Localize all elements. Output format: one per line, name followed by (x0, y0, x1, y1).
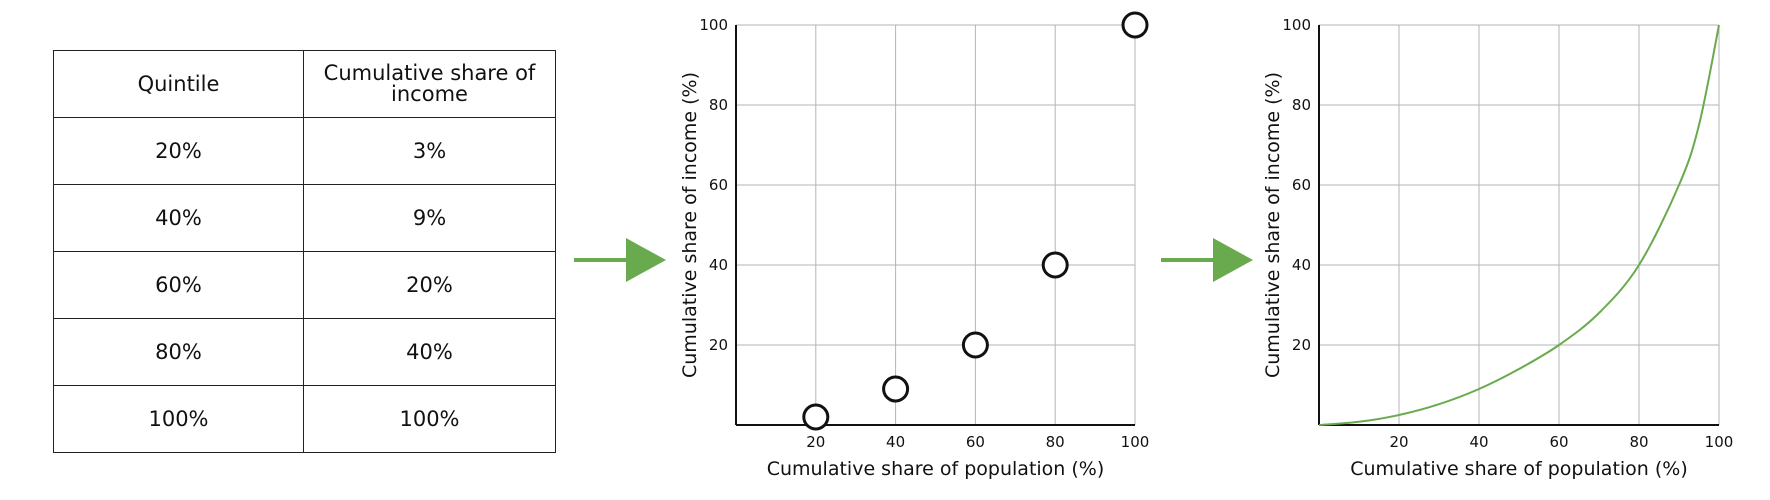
y-tick-label: 100 (1282, 16, 1311, 34)
y-tick-label: 80 (1292, 96, 1311, 114)
lorenz-curve-line (1319, 25, 1719, 425)
y-tick-label: 60 (1292, 176, 1311, 194)
x-tick-label: 40 (1469, 433, 1488, 451)
x-tick-label: 100 (1705, 433, 1734, 451)
x-tick-label: 80 (1629, 433, 1648, 451)
x-tick-label: 20 (1389, 433, 1408, 451)
x-tick-label: 60 (1549, 433, 1568, 451)
y-tick-label: 20 (1292, 336, 1311, 354)
x-axis-title: Cumulative share of population (%) (1350, 458, 1688, 480)
y-tick-label: 40 (1292, 256, 1311, 274)
y-axis-title: Cumulative share of income (%) (1262, 72, 1284, 378)
